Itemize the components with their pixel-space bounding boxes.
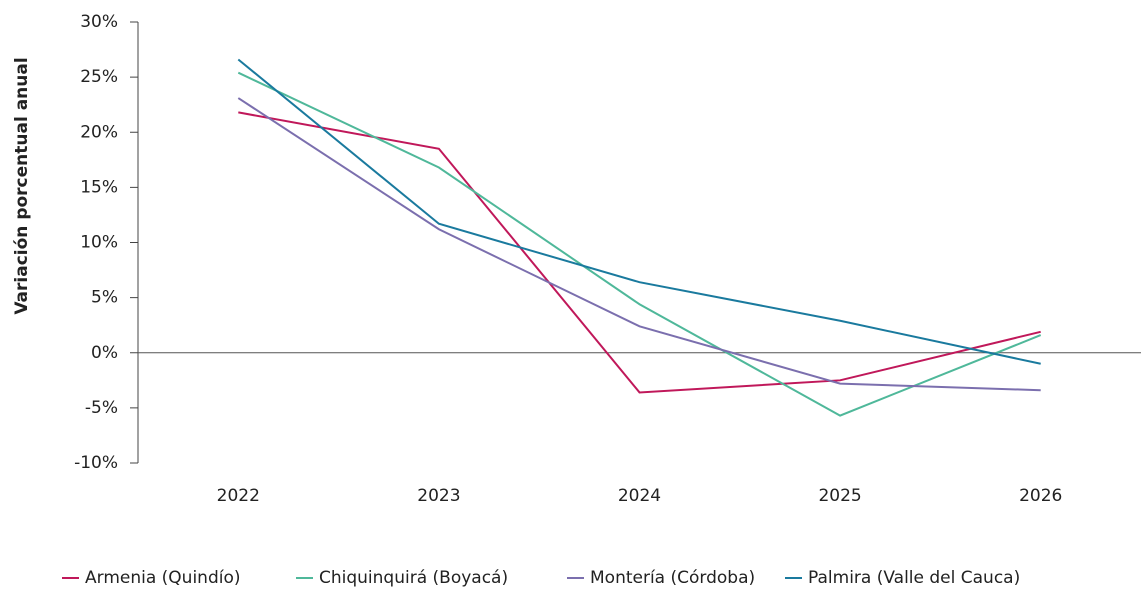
y-tick-label: 25% (80, 67, 118, 87)
y-tick-label: 30% (80, 12, 118, 32)
y-axis-label: Variación porcentual anual (12, 57, 32, 314)
y-tick-label: 20% (80, 122, 118, 142)
x-tick-label: 2025 (818, 486, 861, 506)
y-tick-label: 5% (91, 288, 118, 308)
series-line (237, 58, 1041, 365)
y-tick-label: -5% (85, 398, 118, 418)
y-tick-label: 0% (91, 343, 118, 363)
legend-label: Armenia (Quindío) (85, 568, 241, 588)
series-line (237, 97, 1041, 392)
y-tick-label: 10% (80, 233, 118, 253)
x-tick-label: 2023 (417, 486, 460, 506)
x-tick-label: 2026 (1019, 486, 1062, 506)
legend-label: Montería (Córdoba) (590, 568, 755, 588)
x-tick-label: 2024 (618, 486, 661, 506)
series-line (238, 111, 1041, 394)
y-tick-label: -10% (74, 453, 118, 473)
legend-label: Chiquinquirá (Boyacá) (319, 568, 508, 588)
x-tick-label: 2022 (217, 486, 260, 506)
y-tick-label: 15% (80, 177, 118, 197)
legend-label: Palmira (Valle del Cauca) (808, 568, 1020, 588)
series-line (237, 71, 1042, 417)
